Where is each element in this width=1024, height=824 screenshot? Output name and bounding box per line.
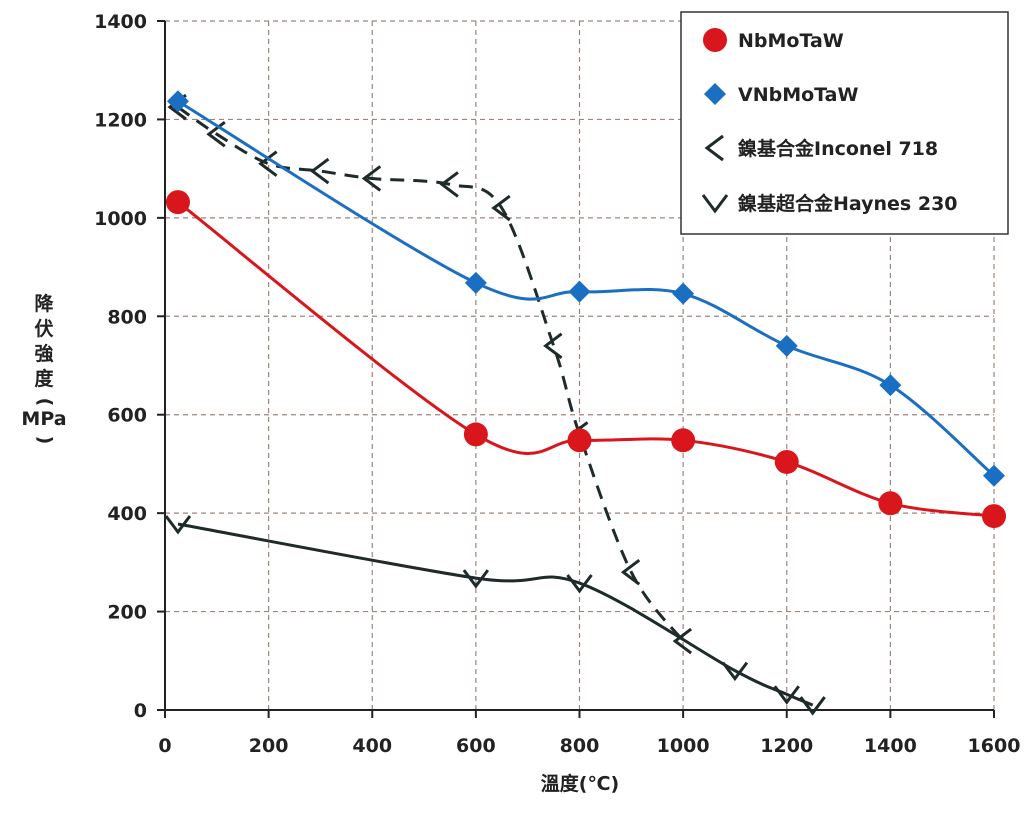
legend-marker: [701, 194, 729, 214]
data-point: [439, 171, 459, 198]
x-tick-label: 800: [560, 735, 600, 757]
y-tick-label: 1400: [94, 11, 147, 33]
data-point: [879, 374, 902, 397]
x-tick-label: 400: [352, 735, 392, 757]
data-point: [878, 491, 903, 516]
y-tick-label: 1200: [94, 109, 147, 131]
y-tick-label: 600: [107, 405, 147, 427]
legend-marker: [704, 83, 726, 105]
legend-label: 鎳基超合金Haynes 230: [738, 192, 958, 215]
data-point: [671, 428, 696, 453]
data-point: [567, 428, 592, 453]
series-line: [177, 105, 685, 643]
series-0: [165, 190, 1006, 529]
y-axis-label-part: MPa: [21, 408, 66, 430]
data-point: [463, 422, 488, 447]
legend-marker: [703, 28, 727, 52]
y-axis-label-part: 降: [34, 292, 54, 315]
y-axis-label-part: (: [34, 398, 56, 407]
series-3: [164, 515, 826, 716]
legend-box: [680, 11, 1009, 235]
data-point: [620, 559, 641, 586]
data-point: [568, 280, 591, 303]
data-point: [166, 90, 189, 113]
series-line: [177, 522, 814, 707]
data-point: [165, 190, 190, 215]
series-layer: [164, 90, 1006, 716]
x-tick-label: 0: [158, 735, 171, 757]
x-tick-label: 1600: [968, 735, 1021, 757]
series-line: [177, 200, 995, 518]
x-tick-label: 1400: [864, 735, 917, 757]
data-point: [361, 165, 382, 192]
y-tick-label: 0: [134, 700, 147, 722]
y-tick-label: 800: [107, 306, 147, 328]
y-tick-labels: 0 200 400 600 800 1000 1200 1400: [94, 11, 147, 722]
data-point: [672, 282, 695, 305]
data-point: [983, 464, 1005, 487]
x-axis-label: 溫度(℃): [541, 772, 619, 795]
data-point: [258, 150, 278, 177]
axes: [157, 20, 995, 718]
y-axis-label-part: 度: [34, 367, 54, 390]
y-tick-label: 1000: [94, 208, 147, 230]
grid: [165, 20, 995, 710]
x-tick-label: 1000: [657, 735, 710, 757]
y-tick-label: 400: [107, 503, 147, 525]
y-axis-label-part: ): [34, 436, 56, 445]
series-1: [166, 90, 1005, 487]
data-point: [462, 569, 490, 589]
data-point: [543, 332, 563, 360]
data-point: [773, 685, 800, 705]
legend-marker: [704, 134, 724, 162]
y-tick-label: 200: [107, 602, 147, 624]
data-point: [309, 157, 330, 185]
data-point: [672, 627, 693, 655]
data-point: [799, 696, 826, 716]
x-tick-label: 600: [456, 735, 496, 757]
data-point: [774, 449, 799, 474]
data-point: [982, 504, 1006, 529]
data-point: [775, 334, 798, 357]
legend-label: 鎳基合金Inconel 718: [738, 137, 938, 160]
legend-label: VNbMoTaW: [738, 84, 858, 106]
x-tick-label: 1200: [760, 735, 813, 757]
data-point: [566, 574, 593, 594]
data-point: [464, 271, 487, 294]
data-point: [491, 194, 511, 222]
x-tick-label: 200: [249, 735, 289, 757]
y-axis-label-part: 強: [34, 343, 53, 365]
y-axis-label-part: 伏: [34, 317, 53, 340]
x-tick-labels: 0 200 400 600 800 1000 1200 1400 1600: [158, 735, 1020, 757]
legend-label: NbMoTaW: [738, 30, 844, 52]
data-point: [164, 515, 192, 535]
data-point: [721, 661, 749, 682]
legend: NbMoTaW VNbMoTaW 鎳基合金Inconel 718 鎳基超合金Hayne…: [680, 11, 1009, 235]
